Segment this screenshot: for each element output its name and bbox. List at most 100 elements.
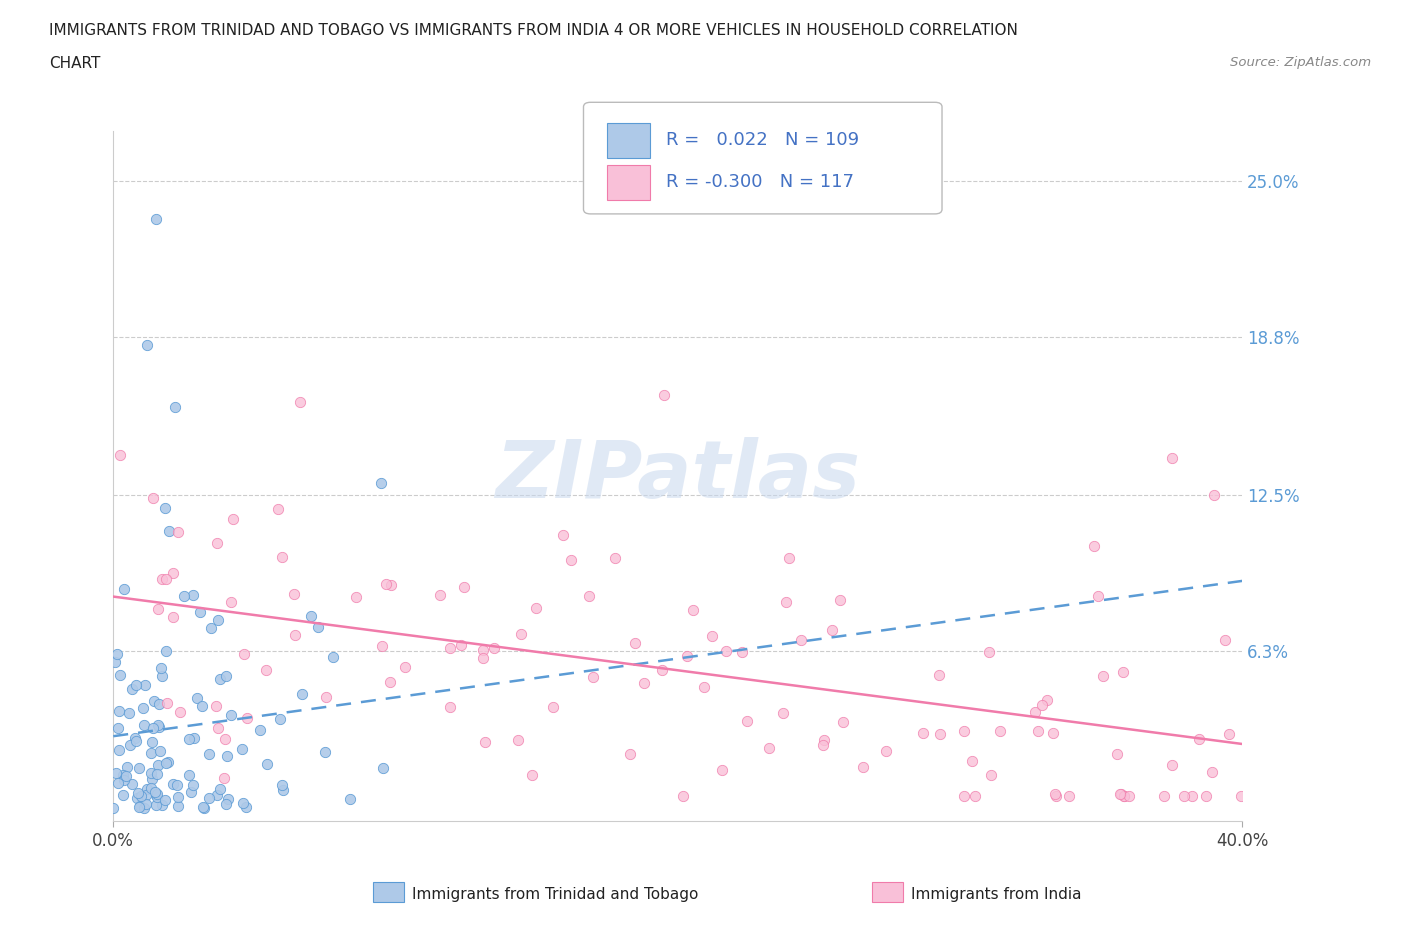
Point xyxy=(156,754,179,769)
Point xyxy=(254,662,277,677)
Point xyxy=(1045,787,1067,802)
Point xyxy=(1042,725,1064,740)
Point xyxy=(156,696,179,711)
Point xyxy=(205,536,228,551)
Text: R = -0.300   N = 117: R = -0.300 N = 117 xyxy=(666,173,855,192)
Point xyxy=(772,705,794,720)
Point xyxy=(375,577,398,591)
Point xyxy=(1187,731,1209,746)
Point xyxy=(155,644,177,658)
Point xyxy=(1181,789,1204,804)
Point xyxy=(149,661,172,676)
Point xyxy=(108,668,131,683)
Point xyxy=(928,668,950,683)
Point xyxy=(256,756,278,771)
Point xyxy=(510,627,533,642)
Point xyxy=(652,388,675,403)
Point xyxy=(1230,789,1253,804)
Point xyxy=(1045,789,1067,804)
Point xyxy=(963,789,986,804)
Point xyxy=(813,732,835,747)
Point xyxy=(429,588,451,603)
Text: ZIPatlas: ZIPatlas xyxy=(495,437,860,515)
Point xyxy=(112,788,135,803)
Point xyxy=(271,777,294,792)
Point xyxy=(474,734,496,749)
Point xyxy=(1215,632,1237,647)
Point xyxy=(107,743,129,758)
Point xyxy=(439,641,461,656)
Point xyxy=(1026,724,1049,739)
Point xyxy=(962,753,984,768)
Point xyxy=(135,796,157,811)
Point xyxy=(132,801,155,816)
Point xyxy=(560,552,582,567)
Point xyxy=(912,725,935,740)
Point xyxy=(214,732,236,747)
Point xyxy=(167,799,190,814)
Point xyxy=(207,721,229,736)
Point xyxy=(150,572,173,587)
Point xyxy=(700,629,723,644)
Point xyxy=(200,621,222,636)
Point xyxy=(132,701,155,716)
Point xyxy=(129,789,152,804)
Point xyxy=(299,609,322,624)
Point xyxy=(450,638,472,653)
Point xyxy=(143,784,166,799)
Point xyxy=(988,724,1011,738)
Point xyxy=(157,524,180,538)
Point xyxy=(177,767,200,782)
Point xyxy=(134,677,156,692)
Point xyxy=(790,632,813,647)
Point xyxy=(315,690,337,705)
Point xyxy=(651,663,673,678)
Point xyxy=(125,734,148,749)
Point xyxy=(173,589,195,604)
Point xyxy=(186,690,208,705)
Point xyxy=(1160,450,1182,465)
Point xyxy=(714,644,737,658)
Point xyxy=(181,777,204,792)
Point xyxy=(953,789,976,804)
Point xyxy=(624,636,647,651)
Point xyxy=(169,704,191,719)
Point xyxy=(179,732,201,747)
Point xyxy=(135,788,157,803)
Point xyxy=(193,801,215,816)
Point xyxy=(120,737,142,752)
Point xyxy=(121,682,143,697)
Point xyxy=(128,761,150,776)
Point xyxy=(150,669,173,684)
Text: R =   0.022   N = 109: R = 0.022 N = 109 xyxy=(666,131,859,150)
Point xyxy=(633,676,655,691)
Point xyxy=(322,650,344,665)
Point xyxy=(124,731,146,746)
Point xyxy=(128,800,150,815)
Point xyxy=(929,726,952,741)
Point xyxy=(205,788,228,803)
Point xyxy=(1173,789,1195,804)
Point xyxy=(1161,758,1184,773)
Point xyxy=(821,622,844,637)
Point xyxy=(524,601,547,616)
Text: IMMIGRANTS FROM TRINIDAD AND TOBAGO VS IMMIGRANTS FROM INDIA 4 OR MORE VEHICLES : IMMIGRANTS FROM TRINIDAD AND TOBAGO VS I… xyxy=(49,23,1018,38)
Point xyxy=(112,768,135,783)
Point xyxy=(221,595,243,610)
Point xyxy=(141,735,163,750)
Point xyxy=(183,588,205,603)
Point xyxy=(758,740,780,755)
Point xyxy=(136,338,159,352)
Point xyxy=(146,758,169,773)
Point xyxy=(166,777,188,792)
Point xyxy=(232,796,254,811)
Point xyxy=(142,721,165,736)
Point xyxy=(145,212,167,227)
Point xyxy=(145,788,167,803)
Point xyxy=(118,706,141,721)
Point xyxy=(1112,789,1135,804)
Point xyxy=(371,761,394,776)
Point xyxy=(1111,665,1133,680)
Point xyxy=(145,790,167,804)
Point xyxy=(314,744,336,759)
